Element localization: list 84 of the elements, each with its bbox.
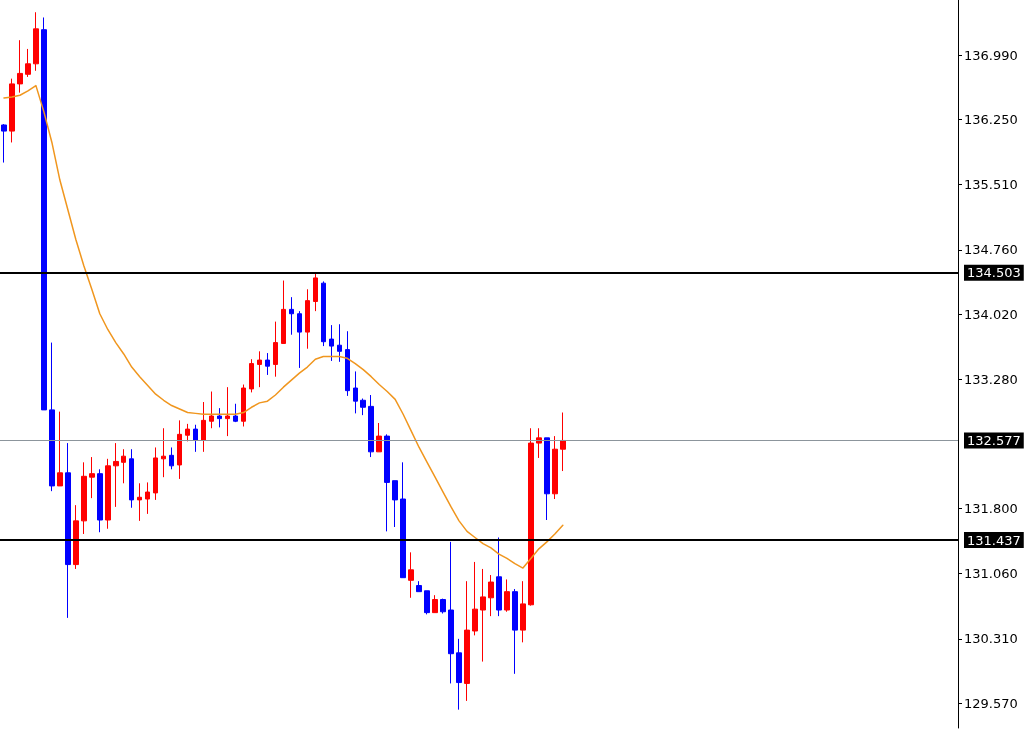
y-tick-label: 135.510 — [964, 176, 1018, 192]
y-tick-label: 134.020 — [964, 307, 1018, 323]
ref-line-label: 131.437 — [967, 532, 1021, 548]
candlestick — [520, 580, 526, 643]
candlestick — [121, 448, 126, 484]
candlestick — [185, 423, 190, 442]
candlestick — [41, 16, 47, 411]
y-tick-label: 136.250 — [964, 112, 1018, 128]
y-tick-label: 133.280 — [964, 371, 1018, 387]
candlestick — [241, 384, 246, 427]
candlestick — [89, 456, 95, 499]
candlestick — [177, 419, 182, 480]
y-tick-label: 129.570 — [964, 696, 1018, 712]
line-series — [3, 84, 564, 569]
candlestick — [153, 446, 158, 501]
candlestick — [225, 386, 230, 437]
candlestick — [105, 458, 111, 530]
candlestick — [368, 394, 374, 458]
candlestick — [113, 442, 119, 508]
candlestick — [297, 310, 302, 369]
candlestick — [257, 350, 262, 388]
candlestick — [9, 78, 15, 143]
y-tick-label: 130.310 — [964, 631, 1018, 647]
y-tick-label: 134.760 — [964, 242, 1018, 258]
candlestick — [432, 594, 438, 614]
candlestick — [552, 435, 558, 500]
candlestick — [504, 578, 510, 613]
candlestick — [472, 561, 478, 636]
candlestick — [528, 427, 534, 607]
candlestick — [337, 323, 342, 363]
candlestick — [33, 11, 39, 72]
candlestick — [193, 424, 198, 453]
candlestick — [137, 482, 142, 522]
candlestick — [145, 481, 150, 515]
candlestick — [384, 433, 390, 532]
candlestick — [129, 448, 134, 509]
candlestick — [305, 288, 310, 350]
candlestick — [376, 422, 382, 453]
candlestick — [25, 48, 31, 78]
candlestick — [321, 280, 326, 347]
candlestick — [233, 403, 238, 423]
ref-line-label: 132.577 — [967, 432, 1021, 448]
y-tick-label: 131.800 — [964, 501, 1018, 517]
candlestick — [81, 461, 87, 535]
candlestick — [65, 442, 71, 619]
candlestick — [313, 272, 318, 312]
candlestick — [392, 480, 398, 528]
candlestick — [544, 437, 550, 521]
candlestick — [329, 324, 334, 362]
candlestick — [97, 468, 103, 533]
candlestick — [353, 370, 358, 414]
candlestick — [209, 391, 214, 429]
candlestick — [161, 427, 166, 478]
candlestick — [416, 580, 422, 593]
candlestick — [265, 352, 270, 376]
candlestick — [512, 588, 518, 675]
y-tick-label: 131.060 — [964, 565, 1018, 581]
candlestick — [281, 280, 286, 344]
y-tick-label: 136.990 — [964, 47, 1018, 63]
candlestick — [201, 401, 206, 453]
candlestick — [273, 321, 278, 378]
candlestick — [464, 580, 470, 702]
candlestick — [496, 536, 502, 617]
candlestick — [480, 568, 486, 663]
candlestick — [49, 342, 55, 492]
candlestick — [408, 551, 414, 599]
candlestick — [249, 358, 254, 393]
candlestick — [17, 39, 23, 94]
candlestick — [560, 412, 566, 472]
ref-line-label: 134.503 — [967, 265, 1021, 281]
candlestick — [456, 638, 462, 711]
candlestick — [345, 330, 350, 397]
candlestick — [488, 574, 494, 617]
candlestick — [217, 407, 222, 428]
candlestick — [289, 296, 294, 336]
candlestick — [424, 590, 430, 615]
candlestick — [400, 461, 406, 579]
candlestick — [440, 598, 446, 615]
candlestick — [73, 504, 79, 570]
candlestick — [360, 398, 366, 416]
candlestick — [1, 123, 7, 164]
candlestick — [57, 411, 63, 487]
candlestick — [448, 541, 454, 684]
candlestick — [169, 446, 174, 470]
